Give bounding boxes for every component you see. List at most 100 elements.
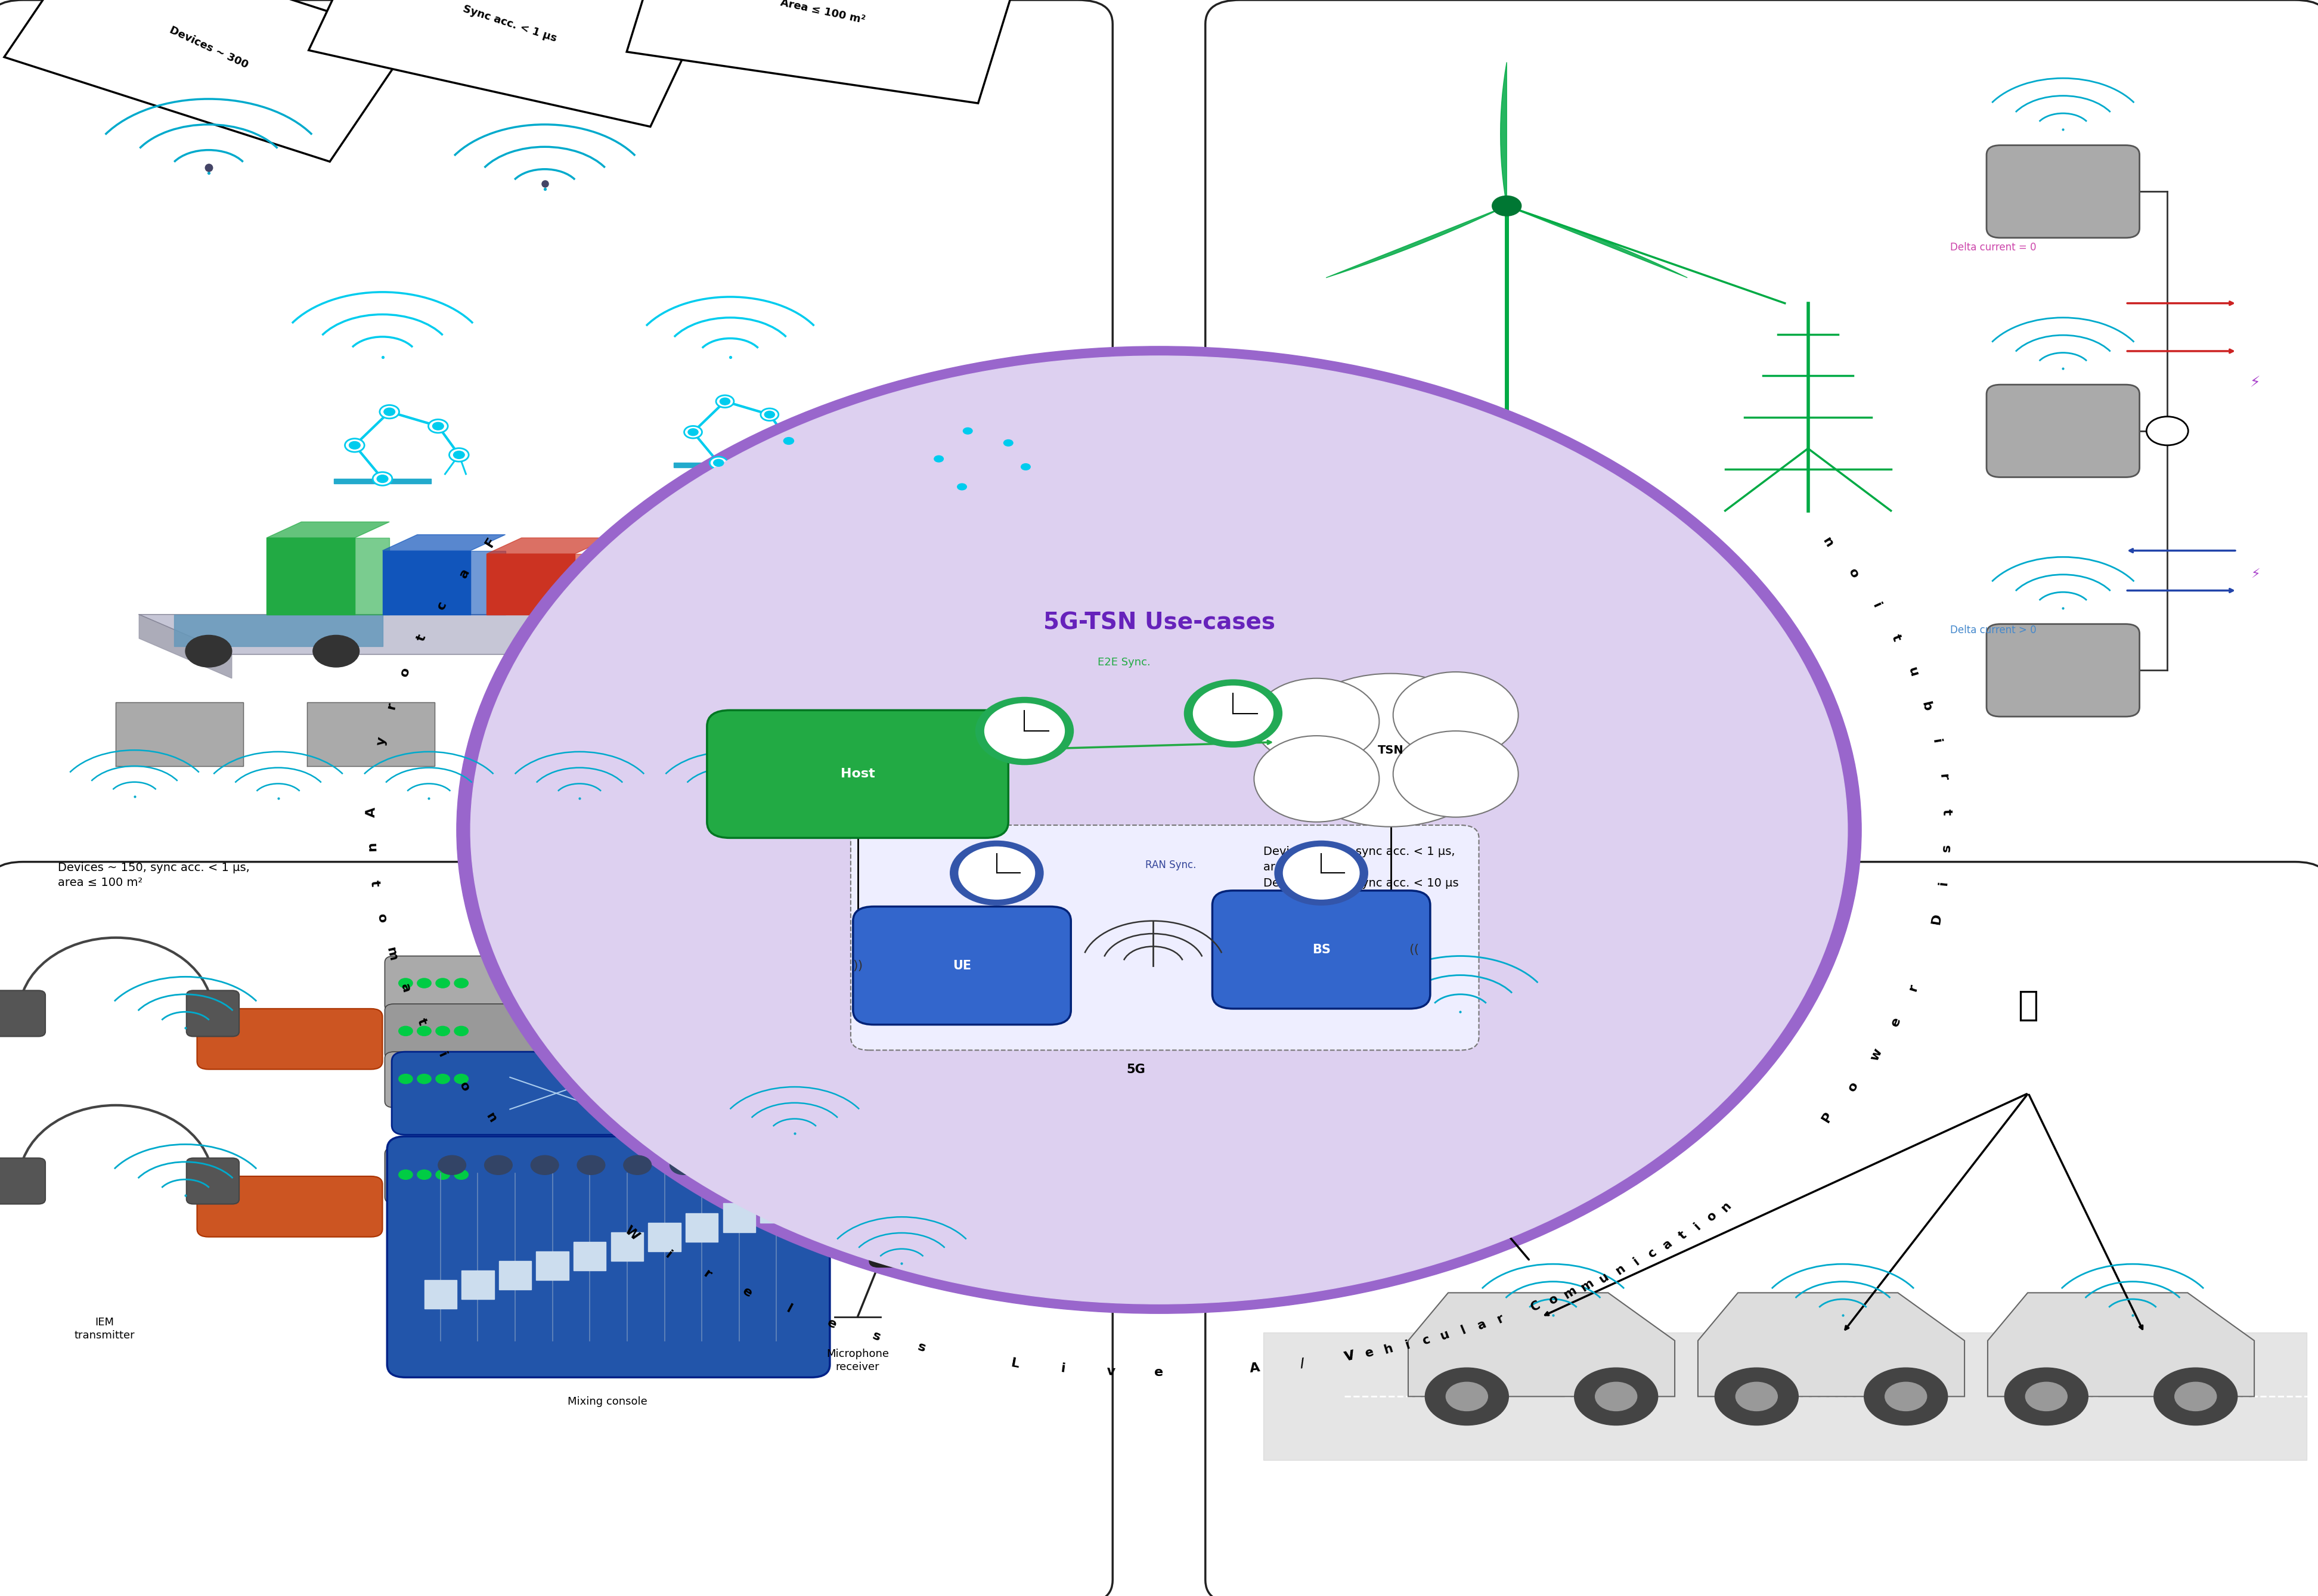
Text: 5G: 5G (1127, 1063, 1145, 1076)
Circle shape (399, 978, 413, 988)
Circle shape (471, 356, 1847, 1304)
Circle shape (1194, 686, 1273, 741)
Text: A: A (1249, 1361, 1261, 1376)
Circle shape (1280, 674, 1502, 827)
FancyBboxPatch shape (385, 1148, 635, 1203)
Text: Microphone
receiver: Microphone receiver (825, 1349, 890, 1373)
Circle shape (350, 442, 359, 448)
Circle shape (934, 456, 943, 463)
Text: r: r (1905, 983, 1919, 993)
Polygon shape (1409, 1293, 1674, 1396)
Text: e: e (1154, 1366, 1164, 1379)
Text: ⚡: ⚡ (2251, 568, 2260, 581)
Circle shape (436, 1026, 450, 1036)
Circle shape (1446, 1382, 1488, 1411)
Circle shape (765, 412, 774, 418)
Text: V: V (1342, 1349, 1356, 1363)
Text: UE: UE (953, 959, 971, 972)
Circle shape (2174, 1382, 2216, 1411)
Circle shape (417, 1074, 431, 1084)
Text: o: o (1546, 1293, 1560, 1307)
Circle shape (1595, 1382, 1637, 1411)
Text: i: i (1692, 1221, 1704, 1232)
Text: i: i (1402, 1339, 1412, 1352)
Polygon shape (1697, 1293, 1966, 1396)
Polygon shape (382, 535, 505, 551)
Circle shape (670, 1156, 698, 1175)
Circle shape (779, 434, 797, 447)
Text: e: e (1363, 1345, 1375, 1360)
Circle shape (1426, 1368, 1509, 1425)
Circle shape (436, 1170, 450, 1179)
Circle shape (783, 437, 793, 444)
Circle shape (1379, 1152, 1426, 1184)
Text: m: m (1562, 1285, 1579, 1301)
Circle shape (709, 456, 728, 469)
Polygon shape (174, 614, 382, 646)
FancyBboxPatch shape (385, 1004, 635, 1060)
Text: /: / (1298, 1357, 1305, 1369)
FancyBboxPatch shape (707, 710, 1008, 838)
Polygon shape (308, 0, 712, 126)
Text: Devices ~ 150, sync acc. < 1 μs,
area ≤ 100 m²: Devices ~ 150, sync acc. < 1 μs, area ≤ … (58, 862, 250, 887)
Text: C: C (1530, 1299, 1541, 1314)
Circle shape (976, 697, 1073, 764)
Text: t: t (415, 634, 429, 643)
FancyBboxPatch shape (0, 0, 1113, 902)
Circle shape (1864, 1368, 1947, 1425)
Circle shape (1018, 461, 1034, 472)
Polygon shape (1989, 1293, 2253, 1396)
Polygon shape (498, 702, 626, 766)
Polygon shape (920, 487, 1001, 492)
Polygon shape (691, 702, 816, 766)
Text: Devices ~ 300: Devices ~ 300 (167, 26, 250, 70)
Text: V: V (1344, 1350, 1356, 1363)
Text: i: i (1931, 737, 1942, 744)
Circle shape (2153, 1368, 2237, 1425)
Circle shape (1393, 731, 1518, 817)
Text: v: v (1106, 1365, 1115, 1377)
Text: D: D (1929, 913, 1942, 926)
Circle shape (1715, 1368, 1799, 1425)
FancyBboxPatch shape (385, 956, 635, 1012)
FancyBboxPatch shape (853, 907, 1071, 1025)
Circle shape (399, 1170, 413, 1179)
Polygon shape (471, 551, 505, 614)
Text: E2E Sync.: E2E Sync. (1099, 658, 1150, 667)
FancyBboxPatch shape (1205, 862, 2318, 1596)
Circle shape (454, 1170, 468, 1179)
Circle shape (378, 476, 387, 482)
Text: o: o (1845, 567, 1861, 579)
Text: Delta current = 0: Delta current = 0 (1949, 243, 2038, 252)
Text: c: c (433, 598, 450, 611)
Circle shape (1254, 678, 1379, 764)
Circle shape (1379, 1103, 1426, 1133)
Text: W: W (621, 1224, 642, 1243)
Polygon shape (461, 1270, 494, 1299)
Polygon shape (139, 614, 1066, 654)
FancyBboxPatch shape (1987, 145, 2140, 238)
FancyBboxPatch shape (185, 1159, 239, 1203)
Text: F: F (482, 535, 498, 549)
Circle shape (1736, 1382, 1778, 1411)
Circle shape (399, 1074, 413, 1084)
FancyBboxPatch shape (387, 1136, 830, 1377)
Text: e: e (825, 1317, 839, 1331)
Text: a: a (399, 982, 413, 994)
Polygon shape (139, 614, 232, 678)
Circle shape (763, 1156, 790, 1175)
Circle shape (1001, 437, 1015, 448)
Text: )): )) (853, 959, 862, 972)
Circle shape (1393, 672, 1518, 758)
Polygon shape (626, 0, 1020, 104)
Circle shape (1254, 736, 1379, 822)
Text: Host: Host (841, 768, 874, 780)
Circle shape (454, 452, 464, 458)
Text: s: s (916, 1341, 927, 1355)
Text: c: c (1421, 1334, 1433, 1347)
Circle shape (728, 996, 756, 1015)
Text: ⚡: ⚡ (2251, 377, 2260, 389)
Text: L: L (1011, 1357, 1020, 1369)
Text: i: i (1059, 1363, 1066, 1374)
Text: TSN: TSN (1377, 744, 1405, 757)
